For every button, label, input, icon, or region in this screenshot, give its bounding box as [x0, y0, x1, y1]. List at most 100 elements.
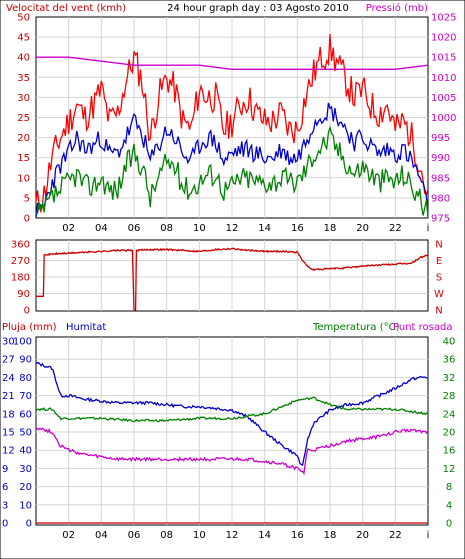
x-tick-label: 20 [356, 223, 369, 234]
tick-label: 40 [19, 446, 32, 457]
tick-label: E [436, 256, 442, 267]
tick-label: 1000 [431, 113, 456, 124]
tick-label: 9 [2, 464, 8, 475]
series-line-direction [36, 247, 429, 311]
tick-label: N [435, 240, 442, 251]
pressure-right-ticks: 975 980 985 990 995 1000 1005 1010 1015 1020 1025 [431, 13, 456, 225]
x-tick-label: 10 [193, 530, 206, 541]
tick-label: 0 [24, 214, 30, 225]
tick-label: 0 [26, 519, 32, 530]
tick-label: 70 [19, 391, 32, 402]
x-tick-label: 18 [324, 223, 337, 234]
tick-label: 90 [17, 289, 30, 300]
tick-label: 10 [19, 500, 32, 511]
tick-label: 60 [19, 409, 32, 420]
temperature-axis-label: Temperatura (°C) [312, 322, 400, 333]
tick-label: 21 [2, 391, 15, 402]
tick-label: N [435, 306, 442, 317]
tick-label: 360 [11, 240, 30, 251]
tick-label: 27 [2, 355, 15, 366]
tick-label: 995 [431, 133, 450, 144]
wind-series-group [35, 33, 429, 219]
x-tick-label: 08 [160, 223, 173, 234]
series-line-min [35, 125, 429, 218]
tick-label: 50 [17, 13, 30, 24]
x-tick-label: 14 [258, 530, 271, 541]
tick-label: 32 [443, 373, 456, 384]
humidity-grid [36, 337, 428, 525]
x-tick-label: 06 [128, 530, 141, 541]
temperature-ticks: 0 4 8 12 16 20 24 28 32 36 40 [443, 337, 456, 530]
humidity-axis-label: Humitat [66, 322, 106, 333]
tick-label: 20 [17, 133, 30, 144]
tick-label: 30 [2, 337, 15, 348]
x-tick-label: 04 [95, 223, 108, 234]
tick-label: 50 [19, 428, 32, 439]
series-line-humidity [35, 361, 429, 466]
x-tick-label: 14 [258, 223, 271, 234]
tick-label: 1010 [431, 73, 456, 84]
tick-label: 1020 [431, 33, 456, 44]
x-tick-label: 18 [324, 530, 337, 541]
tick-label: 180 [11, 273, 30, 284]
x-tick-label: 10 [193, 223, 206, 234]
x-tick-label: 16 [291, 223, 304, 234]
tick-label: 12 [2, 446, 15, 457]
humidity-series-group [35, 361, 429, 524]
tick-label: 36 [443, 355, 456, 366]
x-tick-label: 08 [160, 530, 173, 541]
tick-label: 980 [431, 193, 450, 204]
tick-label: 12 [443, 464, 456, 475]
tick-label: 40 [443, 337, 456, 348]
tick-label: 35 [17, 73, 30, 84]
series-line-dew [35, 427, 429, 476]
tick-label: 25 [17, 113, 30, 124]
series-line-pressure [36, 56, 429, 70]
x-tick-label: 06 [128, 223, 141, 234]
tick-label: 20 [19, 482, 32, 493]
tick-label: 80 [19, 373, 32, 384]
tick-label: 16 [443, 446, 456, 457]
x-tick-label: 20 [356, 530, 369, 541]
tick-label: 1025 [431, 13, 456, 24]
tick-label: 8 [446, 482, 452, 493]
x-tick-label: 12 [226, 530, 239, 541]
x-tick-label: 22 [389, 530, 402, 541]
x-tick-label: 04 [95, 530, 108, 541]
pressure-axis-label: Pressió (mb) [366, 2, 428, 14]
tick-label: 1015 [431, 53, 456, 64]
x-tick-label: 12 [226, 223, 239, 234]
wind-left-ticks: 0 5 10 15 20 25 30 35 40 45 50 [17, 13, 30, 225]
x-tick-end: i [427, 530, 430, 541]
series-line-temp [35, 396, 429, 423]
x-tick-label: 02 [62, 223, 75, 234]
direction-series-group [36, 247, 429, 311]
tick-label: 0 [2, 519, 8, 530]
tick-label: 40 [17, 53, 30, 64]
direction-left-ticks: 0 90 180 270 360 [11, 240, 30, 317]
tick-label: 24 [2, 373, 15, 384]
tick-label: 45 [17, 33, 30, 44]
tick-label: S [436, 273, 442, 284]
tick-label: 975 [431, 214, 450, 225]
tick-label: 15 [17, 153, 30, 164]
x-tick-label: 16 [291, 530, 304, 541]
tick-label: 30 [19, 464, 32, 475]
tick-label: 4 [446, 500, 452, 511]
tick-label: 20 [443, 428, 456, 439]
direction-grid [36, 240, 428, 311]
x-tick-label: 02 [62, 530, 75, 541]
tick-label: 24 [443, 409, 456, 420]
tick-label: 6 [2, 482, 8, 493]
tick-label: 10 [17, 173, 30, 184]
wind-x-ticks: 02 04 06 08 10 12 14 16 18 20 22 i [62, 223, 429, 234]
tick-label: 15 [2, 428, 15, 439]
chart-title: 24 hour graph day : 03 Agosto 2010 [167, 3, 349, 14]
tick-label: 0 [24, 306, 30, 317]
series-line-gust [35, 33, 429, 214]
wind-speed-axis-label: Velocitat del vent (kmh) [6, 3, 126, 14]
dew-point-axis-label: Punt rosada [393, 322, 452, 333]
